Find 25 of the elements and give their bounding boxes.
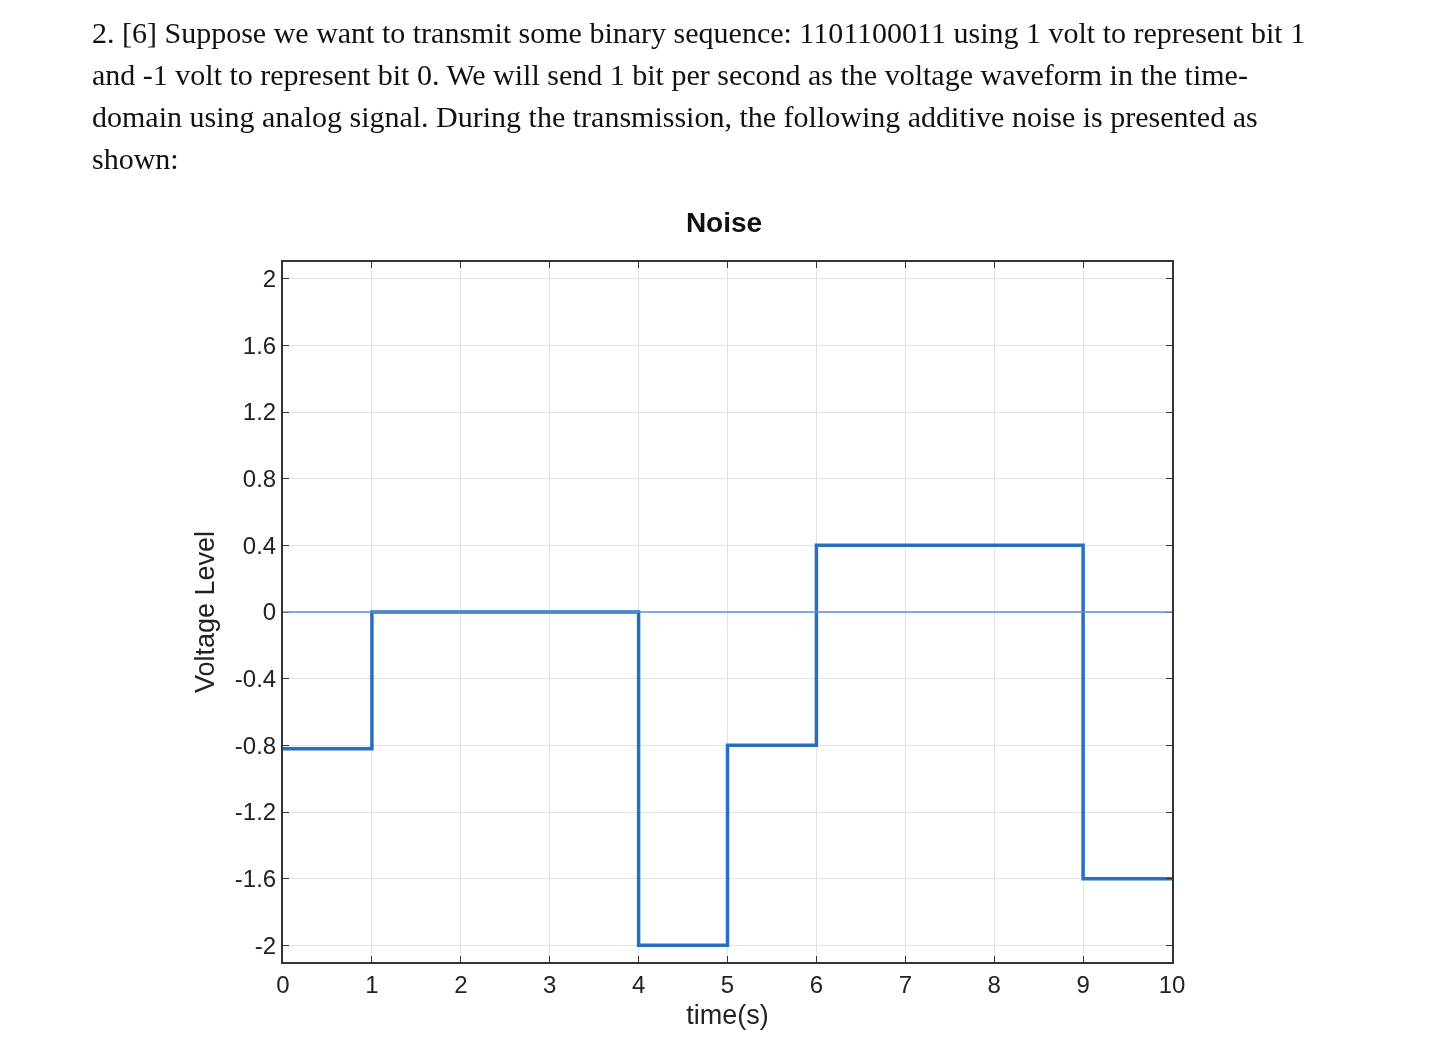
- y-tick-label: -0.8: [234, 731, 277, 759]
- x-tick-label: 2: [454, 970, 468, 998]
- y-tick-label: 0.4: [242, 531, 277, 559]
- x-tick-label: 10: [1158, 970, 1186, 998]
- y-tick-label: 1.2: [242, 398, 277, 426]
- x-tick-label: 9: [1076, 970, 1090, 998]
- x-tick-label: 1: [365, 970, 379, 998]
- y-tick-label: -1.6: [234, 865, 277, 893]
- text: 2. [6] Suppose we want to transmit some binary sequence: 1101100011 using 1 volt to represent bit 1 and -1 volt to represent bit 0. We will send 1 bit per second as the voltage waveform in the time-domain using analog signal. During the transmission, the following additive noise is presented as shown:: [92, 15, 1307, 177]
- y-tick-label: -1.2: [234, 798, 277, 826]
- x-tick-label: 4: [631, 970, 646, 998]
- x-axis-title: time(s): [686, 999, 769, 1030]
- y-tick-label: 0.8: [242, 465, 277, 493]
- y-axis-title: Voltage Level: [190, 530, 221, 694]
- x-tick-label: 3: [543, 970, 557, 998]
- y-tick-label: -2: [254, 931, 277, 959]
- y-tick-label: 1.6: [242, 331, 277, 359]
- x-tick-label: 8: [987, 970, 1001, 998]
- x-tick-label: 5: [720, 970, 735, 998]
- x-tick-label: 7: [898, 970, 912, 998]
- y-tick-label: 2: [262, 265, 277, 293]
- y-tick-label: 0: [262, 598, 277, 626]
- x-tick-label: 6: [809, 970, 824, 998]
- chart-title: Noise: [685, 207, 763, 239]
- y-tick-label: -0.4: [234, 665, 277, 693]
